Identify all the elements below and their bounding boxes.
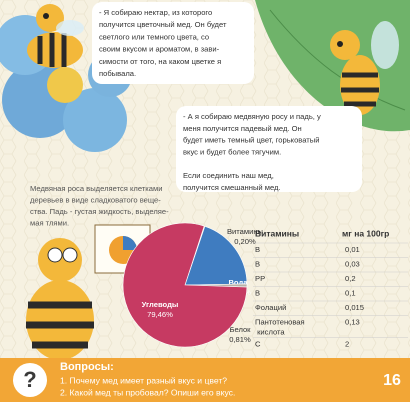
speech-text: Если соединить наш мед, bbox=[183, 171, 274, 180]
table-cell: В bbox=[255, 260, 260, 269]
note-text: ства. Падь - густая жидкость, выделяе- bbox=[30, 207, 169, 216]
pie-value: 79,46% bbox=[147, 310, 173, 319]
page-number: 16 bbox=[383, 372, 401, 389]
speech-text: светлого или темного цвета, со bbox=[99, 32, 209, 41]
speech-text: - Я собираю нектар, из которого bbox=[99, 8, 212, 17]
table-cell: РР bbox=[255, 274, 265, 283]
table-header: мг на 100гр bbox=[342, 228, 389, 238]
question-mark: ? bbox=[23, 367, 36, 392]
pie-value: 0,81% bbox=[229, 335, 251, 344]
speech-bubble bbox=[92, 2, 254, 84]
table-cell: В bbox=[255, 245, 260, 254]
table-cell: 2 bbox=[345, 340, 349, 349]
questions-banner bbox=[0, 358, 410, 402]
speech-text: побывала. bbox=[99, 69, 136, 78]
table-cell: 0,01 bbox=[345, 245, 360, 254]
pie-label: Витамины bbox=[227, 227, 263, 236]
table-cell: 0,13 bbox=[345, 318, 360, 327]
speech-text: симости от того, на каком цветке я bbox=[99, 57, 221, 66]
pie-slice bbox=[122, 222, 248, 348]
speech-text: вкус и будет более тягучим. bbox=[183, 147, 281, 156]
table-cell: В bbox=[255, 289, 260, 298]
questions-title: Вопросы: bbox=[60, 361, 114, 373]
pie-label: Углеводы bbox=[142, 300, 179, 309]
table-cell: Пантотеновая кислота bbox=[255, 318, 305, 337]
bee-3 bbox=[26, 224, 151, 360]
speech-text: своим вкусом и ароматом, в зави- bbox=[99, 45, 220, 54]
speech-bubble bbox=[176, 106, 362, 192]
pie-label: Вода bbox=[228, 278, 248, 287]
note-text: деревьев в виде сладковатого веще- bbox=[30, 196, 161, 205]
pie-slice bbox=[184, 225, 248, 286]
question: 1. Почему мед имеет разный вкус и цвет? bbox=[60, 375, 227, 385]
table-cell: С bbox=[255, 340, 261, 349]
table-cell: 0,1 bbox=[345, 289, 356, 298]
table-cell: Фолаций bbox=[255, 303, 286, 312]
question-icon bbox=[13, 363, 47, 397]
question: 2. Какой мед ты пробовал? Опиши его вкус… bbox=[60, 387, 235, 397]
bee-1 bbox=[27, 4, 84, 68]
table-cell: 0,03 bbox=[345, 260, 360, 269]
pie-value: 0,20% bbox=[234, 237, 256, 246]
table-cell: 0,2 bbox=[345, 274, 356, 283]
note-text: мая тлями. bbox=[30, 219, 69, 228]
table-header: Витамины bbox=[255, 228, 299, 238]
note-text: Медвяная роса выделяется клетками bbox=[30, 184, 162, 193]
speech-text: получится цветочный мед. Он будет bbox=[99, 20, 227, 29]
speech-text: будет иметь темный цвет, горьковатый bbox=[183, 136, 319, 145]
speech-text: меня получится падевый мед. Он bbox=[183, 124, 302, 133]
pie-label: Белок bbox=[229, 325, 251, 334]
bee-2 bbox=[330, 21, 399, 115]
table-cell: 0,015 bbox=[345, 303, 364, 312]
speech-text: - А я собираю медвяную росу и падь, у bbox=[183, 112, 321, 121]
speech-text: получится смешанный мед. bbox=[183, 183, 281, 192]
